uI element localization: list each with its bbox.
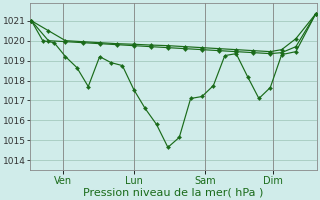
X-axis label: Pression niveau de la mer( hPa ): Pression niveau de la mer( hPa ): [84, 187, 264, 197]
